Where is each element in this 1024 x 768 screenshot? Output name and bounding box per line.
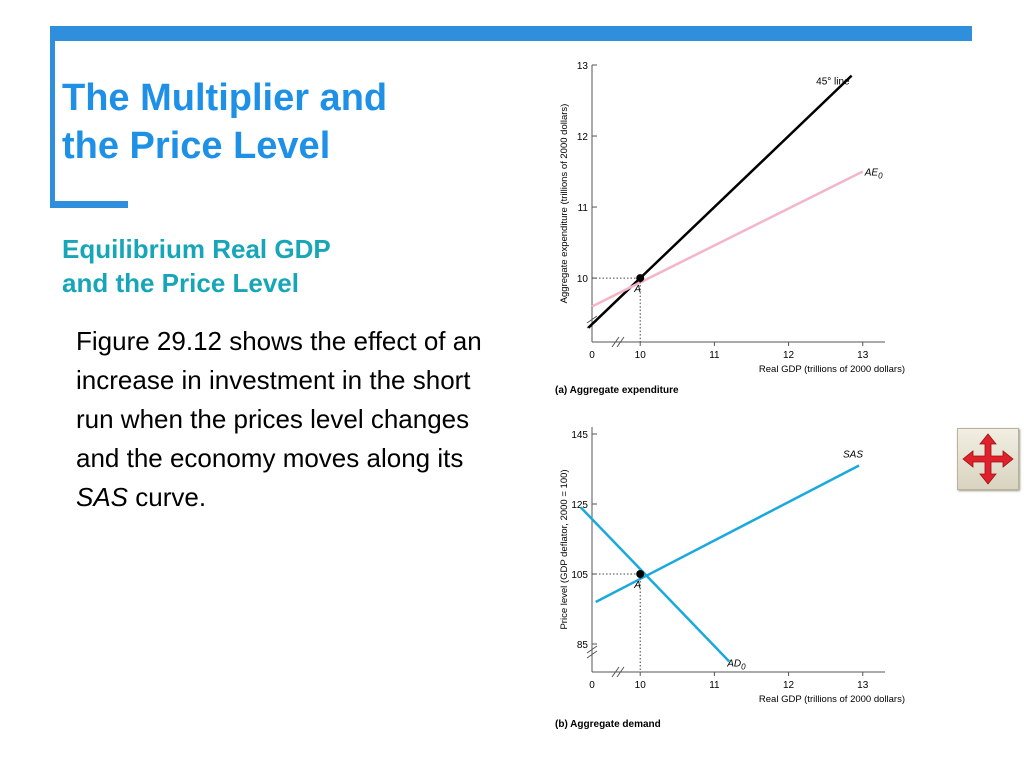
body-text-part1: Figure 29.12 shows the effect of an incr… [76,326,482,473]
slide-title: The Multiplier and the Price Level [62,74,482,170]
chart0-y-axis-label: Aggregate expenditure (trillions of 2000… [559,104,570,304]
chart0-y-tick-label-11: 11 [578,203,589,214]
chart1-x-tick-label-11: 11 [709,680,720,691]
chart0-series-label-0: 45° line [816,77,850,88]
body-text-sas: SAS [76,482,129,512]
chart1-x-tick-label-10: 10 [635,680,647,691]
chart0-x-tick-label-10: 10 [635,350,647,361]
chart1-x-tick-label-13: 13 [857,680,869,691]
chart1-x-axis-break [611,666,625,678]
chart1-point-label: A [633,580,641,591]
slide-subtitle: Equilibrium Real GDP and the Price Level [62,232,442,300]
title-accent-bar-left [50,26,55,206]
slide-subtitle-line1: Equilibrium Real GDP [62,234,331,264]
chart0-x-tick-label-12: 12 [783,350,795,361]
chart0-series-line-1 [591,170,864,308]
chart0-caption: (a) Aggregate expenditure [555,385,679,396]
slide-title-line1: The Multiplier and [62,77,388,119]
title-accent-bar-top [52,26,972,41]
chart0-x-tick-label-0: 0 [589,350,595,361]
move-arrows-icon [962,433,1014,485]
chart0-series-label-1: AE0 [864,168,883,181]
chart0-y-tick-label-12: 12 [577,132,589,143]
slide-body-text: Figure 29.12 shows the effect of an incr… [76,322,496,517]
chart1-series-line-1 [579,506,731,663]
aggregate-demand-chart: 0 10 11 12 13 85 105 125 145 Real GDP (trillions … [555,427,905,730]
chart1-y-tick-label-125: 125 [571,500,588,511]
body-text-part2: curve. [128,482,207,512]
chart1-x-axis-label: Real GDP (trillions of 2000 dollars) [759,694,905,705]
chart0-x-tick-label-11: 11 [709,350,720,361]
title-accent-bar-bottom [50,201,128,208]
chart0-x-axis-break [611,336,625,348]
aggregate-expenditure-chart: 0 10 11 12 13 10 11 12 13 Real GDP (trillions of … [555,61,905,396]
chart1-equilibrium-point [636,570,645,578]
chart1-series-line-0 [595,464,860,604]
chart1-x-tick-label-0: 0 [589,680,595,691]
chart1-series-label-1: AD0 [726,659,746,672]
slide-subtitle-line2: and the Price Level [62,268,299,298]
chart1-y-axis-break [586,645,598,659]
chart0-y-tick-label-10: 10 [577,274,589,285]
chart1-y-tick-label-105: 105 [571,570,588,581]
chart0-x-axis-label: Real GDP (trillions of 2000 dollars) [759,364,905,375]
chart0-x-tick-label-13: 13 [857,350,869,361]
chart1-caption: (b) Aggregate demand [555,719,661,730]
chart1-y-tick-label-85: 85 [577,640,589,651]
chart0-point-label: A [633,284,641,295]
move-navigation-button[interactable] [957,428,1019,490]
chart1-series-label-0: SAS [843,450,863,461]
chart0-y-tick-label-13: 13 [577,61,589,72]
chart1-y-tick-label-145: 145 [571,430,588,441]
chart1-x-tick-label-12: 12 [783,680,795,691]
slide-title-line2: the Price Level [62,125,331,167]
chart1-y-axis-label: Price level (GDP deflator, 2000 = 100) [559,469,570,629]
chart0-equilibrium-point [636,274,645,283]
